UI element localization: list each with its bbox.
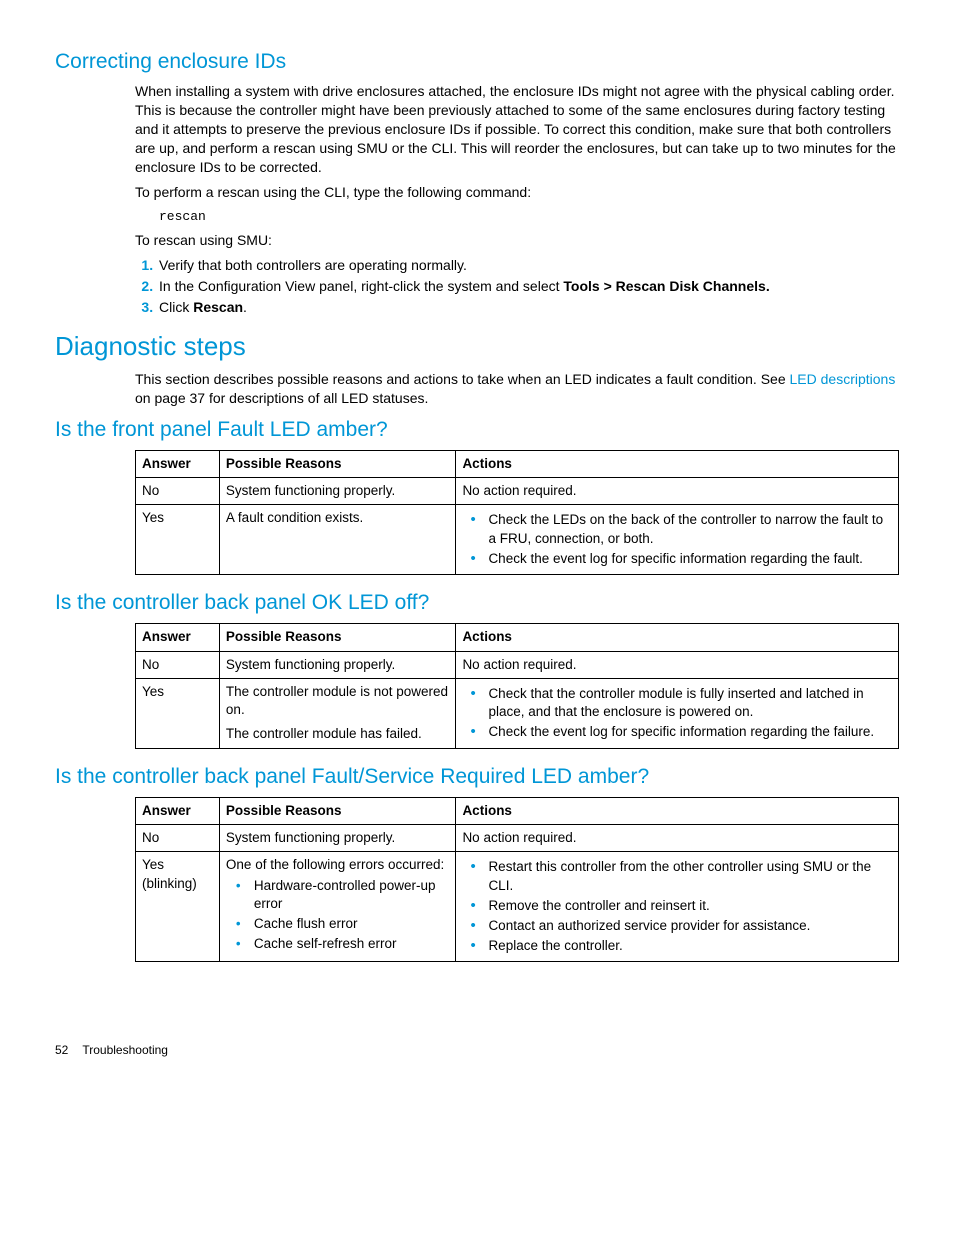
para: To rescan using SMU:: [135, 231, 899, 250]
col-actions: Actions: [456, 451, 899, 478]
table-fault-service-led: Answer Possible Reasons Actions No Syste…: [135, 797, 899, 963]
action-cell: No action required.: [456, 651, 899, 678]
reason-cell: System functioning properly.: [219, 651, 456, 678]
col-answer: Answer: [136, 624, 220, 651]
reason-item: Hardware-controlled power-up error: [242, 877, 450, 913]
col-reasons: Possible Reasons: [219, 451, 456, 478]
heading-fault-service-led: Is the controller back panel Fault/Servi…: [55, 763, 899, 791]
table-header-row: Answer Possible Reasons Actions: [136, 797, 899, 824]
reason-cell: The controller module is not powered on.…: [219, 678, 456, 748]
col-answer: Answer: [136, 451, 220, 478]
answer-cell: No: [136, 651, 220, 678]
table1-wrap: Answer Possible Reasons Actions No Syste…: [55, 450, 899, 575]
reason-cell: A fault condition exists.: [219, 505, 456, 575]
action-item: Replace the controller.: [476, 937, 892, 955]
footer-title: Troubleshooting: [82, 1043, 168, 1057]
page-footer: 52 Troubleshooting: [55, 1042, 899, 1058]
text: on page 37 for descriptions of all LED s…: [135, 390, 428, 406]
button-label: Rescan: [193, 299, 243, 315]
action-item: Contact an authorized service provider f…: [476, 917, 892, 935]
col-actions: Actions: [456, 624, 899, 651]
text: Click: [159, 299, 193, 315]
action-cell: Restart this controller from the other c…: [456, 852, 899, 962]
table-ok-led: Answer Possible Reasons Actions No Syste…: [135, 623, 899, 748]
reason-item: The controller module has failed.: [226, 725, 450, 743]
table3-wrap: Answer Possible Reasons Actions No Syste…: [55, 797, 899, 963]
table-row: Yes A fault condition exists. Check the …: [136, 505, 899, 575]
action-item: Remove the controller and reinsert it.: [476, 897, 892, 915]
action-cell: No action required.: [456, 478, 899, 505]
action-cell: Check the LEDs on the back of the contro…: [456, 505, 899, 575]
table-front-panel-fault: Answer Possible Reasons Actions No Syste…: [135, 450, 899, 575]
col-answer: Answer: [136, 797, 220, 824]
answer-cell: Yes: [136, 678, 220, 748]
table-row: No System functioning properly. No actio…: [136, 825, 899, 852]
action-cell: No action required.: [456, 825, 899, 852]
reason-head: One of the following errors occurred:: [226, 856, 450, 874]
reason-item: Cache flush error: [242, 915, 450, 933]
reason-cell: System functioning properly.: [219, 478, 456, 505]
step-1: Verify that both controllers are operati…: [157, 256, 899, 275]
table-row: No System functioning properly. No actio…: [136, 651, 899, 678]
para: To perform a rescan using the CLI, type …: [135, 183, 899, 202]
text: This section describes possible reasons …: [135, 371, 790, 387]
col-actions: Actions: [456, 797, 899, 824]
answer-cell: No: [136, 825, 220, 852]
answer-cell: Yes (blinking): [136, 852, 220, 962]
table2-wrap: Answer Possible Reasons Actions No Syste…: [55, 623, 899, 748]
section1-body: When installing a system with drive encl…: [55, 82, 899, 316]
reason-cell: System functioning properly.: [219, 825, 456, 852]
para: This section describes possible reasons …: [135, 370, 899, 408]
reason-cell: One of the following errors occurred: Ha…: [219, 852, 456, 962]
reason-item: Cache self-refresh error: [242, 935, 450, 953]
heading-diagnostic-steps: Diagnostic steps: [55, 329, 899, 364]
action-item: Check that the controller module is full…: [476, 685, 892, 721]
section2-body: This section describes possible reasons …: [55, 370, 899, 408]
action-item: Check the event log for specific informa…: [476, 550, 892, 568]
action-item: Check the LEDs on the back of the contro…: [476, 511, 892, 547]
step-3: Click Rescan.: [157, 298, 899, 317]
action-item: Restart this controller from the other c…: [476, 858, 892, 894]
table-header-row: Answer Possible Reasons Actions: [136, 451, 899, 478]
table-header-row: Answer Possible Reasons Actions: [136, 624, 899, 651]
para: When installing a system with drive encl…: [135, 82, 899, 176]
rescan-steps: Verify that both controllers are operati…: [135, 256, 899, 317]
table-row: Yes The controller module is not powered…: [136, 678, 899, 748]
heading-front-panel-fault-led: Is the front panel Fault LED amber?: [55, 416, 899, 444]
answer-cell: No: [136, 478, 220, 505]
reason-item: The controller module is not powered on.: [226, 683, 450, 719]
col-reasons: Possible Reasons: [219, 624, 456, 651]
answer-cell: Yes: [136, 505, 220, 575]
heading-ok-led-off: Is the controller back panel OK LED off?: [55, 589, 899, 617]
col-reasons: Possible Reasons: [219, 797, 456, 824]
step-2: In the Configuration View panel, right-c…: [157, 277, 899, 296]
text: In the Configuration View panel, right-c…: [159, 278, 563, 294]
action-cell: Check that the controller module is full…: [456, 678, 899, 748]
heading-correcting-enclosure-ids: Correcting enclosure IDs: [55, 48, 899, 76]
cli-command: rescan: [135, 208, 899, 226]
table-row: Yes (blinking) One of the following erro…: [136, 852, 899, 962]
table-row: No System functioning properly. No actio…: [136, 478, 899, 505]
menu-path: Tools > Rescan Disk Channels.: [563, 278, 769, 294]
led-descriptions-link[interactable]: LED descriptions: [790, 371, 896, 387]
text: .: [243, 299, 247, 315]
action-item: Check the event log for specific informa…: [476, 723, 892, 741]
page-number: 52: [55, 1042, 68, 1058]
